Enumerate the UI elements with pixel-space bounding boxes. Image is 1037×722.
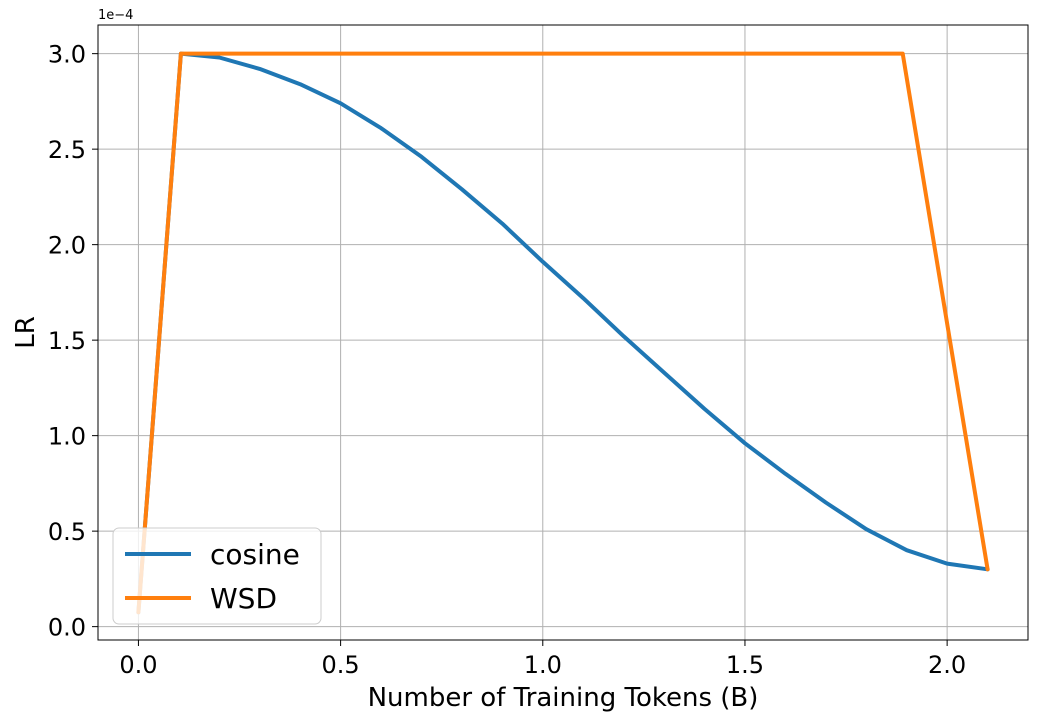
x-tick-label: 1.5: [726, 651, 764, 679]
plot-frame: [97, 24, 1029, 641]
x-tick-label: 0.0: [119, 651, 157, 679]
x-tick-label: 1.0: [524, 651, 562, 679]
y-tick-label: 1.5: [48, 327, 86, 355]
axis-ticks: 0.0 0.5 1.0 1.5 2.0 0.0 0.5 1.0 1.5 2.0 2.5 3.0: [48, 41, 966, 679]
legend: cosine WSD: [112, 527, 322, 625]
series-line-wsd: [136, 51, 990, 615]
x-axis-label: Number of Training Tokens (B): [368, 683, 759, 713]
y-tick-label: 3.0: [48, 41, 86, 69]
y-tick-label: 2.5: [48, 136, 86, 164]
series-line-cosine: [136, 51, 990, 615]
y-tick-label: 0.0: [48, 614, 86, 642]
y-axis-label: LR: [11, 316, 41, 349]
legend-label-cosine: cosine: [210, 538, 300, 571]
x-tick-label: 0.5: [322, 651, 360, 679]
legend-label-wsd: WSD: [210, 582, 277, 615]
y-tick-label: 2.0: [48, 232, 86, 260]
y-tick-label: 1.0: [48, 423, 86, 451]
y-axis-multiplier: 1e−4: [98, 8, 133, 23]
x-tick-label: 2.0: [928, 651, 966, 679]
series-lines: [136, 51, 990, 615]
y-tick-label: 0.5: [48, 518, 86, 546]
